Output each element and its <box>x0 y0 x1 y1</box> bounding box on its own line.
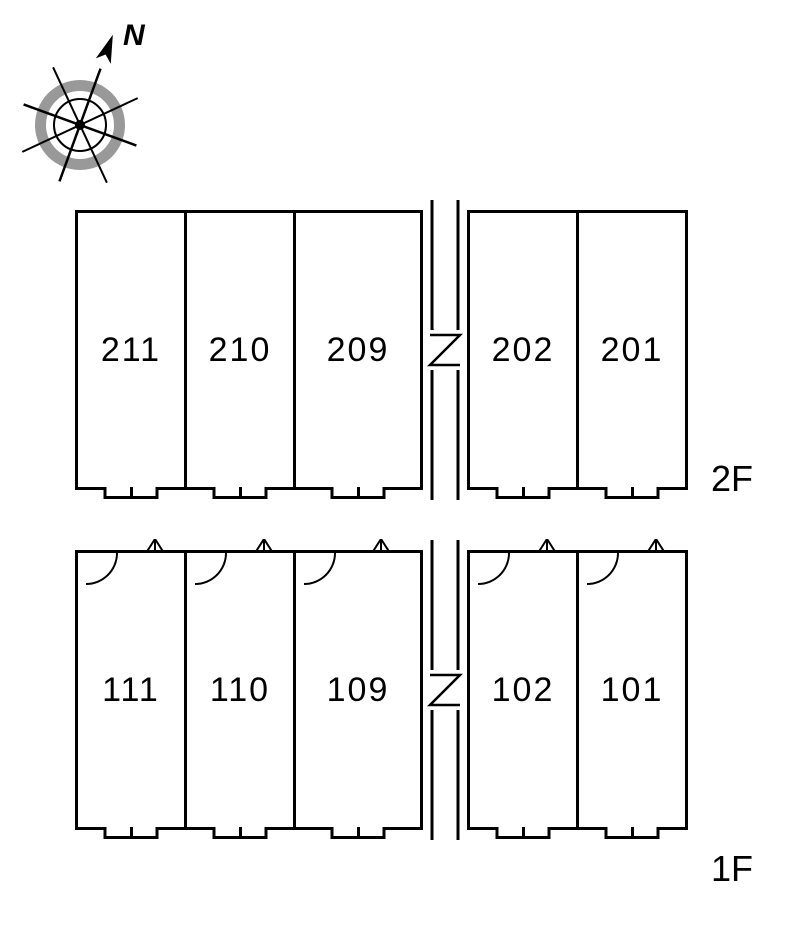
unit-110: 110 <box>184 550 296 830</box>
window-icon <box>331 827 386 839</box>
unit-label: 201 <box>601 331 664 370</box>
unit-211: 211 <box>75 210 187 490</box>
unit-109: 109 <box>293 550 423 830</box>
break-mark-icon <box>420 550 470 830</box>
unit-101: 101 <box>576 550 688 830</box>
window-icon <box>213 827 268 839</box>
fan-icon <box>647 539 665 553</box>
unit-label: 202 <box>492 331 555 370</box>
unit-102: 102 <box>467 550 579 830</box>
window-icon <box>104 487 159 499</box>
unit-label: 211 <box>101 331 161 370</box>
floor-2f: 211 210 209 <box>75 210 688 490</box>
unit-210: 210 <box>184 210 296 490</box>
door-icon <box>86 553 118 585</box>
unit-label: 209 <box>327 331 390 370</box>
unit-label: 101 <box>601 671 664 710</box>
unit-label: 210 <box>209 331 272 370</box>
door-icon <box>304 553 336 585</box>
door-icon <box>195 553 227 585</box>
window-icon <box>496 487 551 499</box>
floor-label-2f: 2F <box>711 458 753 500</box>
unit-label: 102 <box>492 671 555 710</box>
compass-rose: N <box>10 20 150 190</box>
unit-label: 111 <box>102 671 160 710</box>
unit-111: 111 <box>75 550 187 830</box>
unit-label: 109 <box>327 671 390 710</box>
window-icon <box>331 487 386 499</box>
window-icon <box>213 487 268 499</box>
unit-label: 110 <box>210 671 270 710</box>
window-icon <box>496 827 551 839</box>
floor-label-1f: 1F <box>711 848 753 890</box>
break-mark-icon <box>420 210 470 490</box>
door-icon <box>478 553 510 585</box>
unit-202: 202 <box>467 210 579 490</box>
door-icon <box>587 553 619 585</box>
floor-1f: 111 110 109 <box>75 550 688 830</box>
unit-201: 201 <box>576 210 688 490</box>
fan-icon <box>538 539 556 553</box>
fan-icon <box>255 539 273 553</box>
fan-icon <box>146 539 164 553</box>
window-icon <box>605 827 660 839</box>
unit-209: 209 <box>293 210 423 490</box>
fan-icon <box>372 539 390 553</box>
window-icon <box>104 827 159 839</box>
window-icon <box>605 487 660 499</box>
compass-north-label: N <box>123 20 146 52</box>
